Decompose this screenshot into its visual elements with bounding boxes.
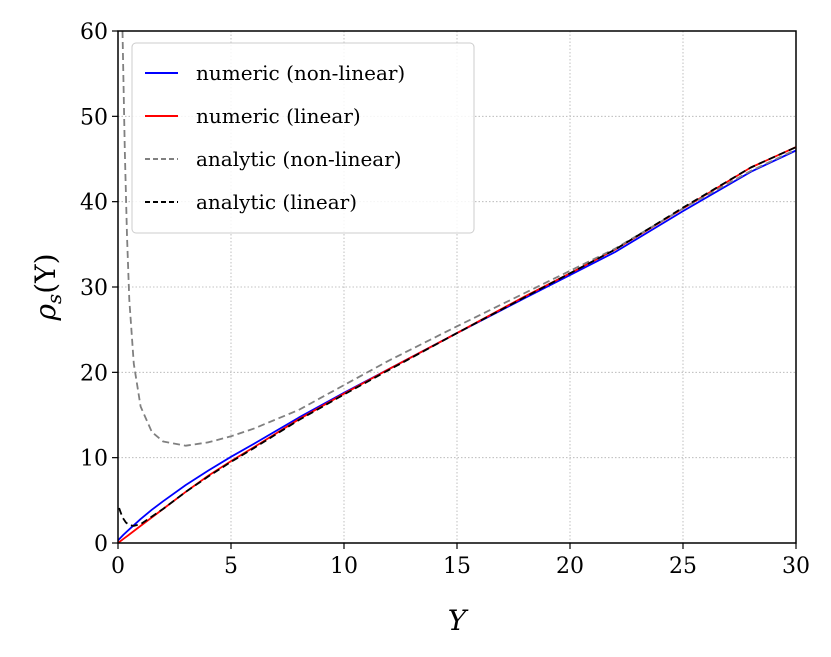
y-tick-label: 40: [80, 191, 108, 216]
x-tick-label: 0: [111, 554, 125, 579]
x-tick-label: 15: [443, 554, 471, 579]
x-tick-label: 10: [330, 554, 358, 579]
series-lines: [117, 30, 797, 544]
y-axis-label-sub: s: [42, 294, 66, 304]
series-line-analytic-non-linear: [121, 30, 797, 447]
legend-label: numeric (linear): [196, 104, 361, 128]
y-tick-label: 50: [80, 105, 108, 130]
legend-box: [131, 42, 475, 234]
y-tick-label: 30: [80, 276, 108, 301]
x-tick-label: 20: [556, 554, 584, 579]
x-tick-label: 30: [782, 554, 810, 579]
x-axis-label: Υ: [448, 604, 469, 637]
svg-text:ρs(Υ): ρs(Υ): [29, 253, 66, 321]
legend: numeric (non-linear) numeric (linear) anal…: [131, 42, 475, 234]
legend-label: numeric (non-linear): [196, 61, 405, 85]
y-tick-label: 0: [94, 532, 108, 557]
y-tick-label: 10: [80, 447, 108, 472]
legend-label: analytic (non-linear): [196, 147, 402, 171]
y-axis-label-arg: (Υ): [29, 253, 62, 293]
y-axis-label-main: ρ: [29, 304, 62, 322]
legend-label: analytic (linear): [196, 190, 357, 214]
x-tick-label: 25: [669, 554, 697, 579]
y-axis-label: ρs(Υ): [29, 253, 66, 321]
axis-ticks: 0 5 10 15 20 25 30 0 10 20 30 40 50 60: [80, 20, 810, 579]
series-line-numeric-non-linear: [117, 149, 797, 542]
x-tick-label: 5: [224, 554, 238, 579]
y-tick-label: 20: [80, 361, 108, 386]
y-tick-label: 60: [80, 20, 108, 45]
